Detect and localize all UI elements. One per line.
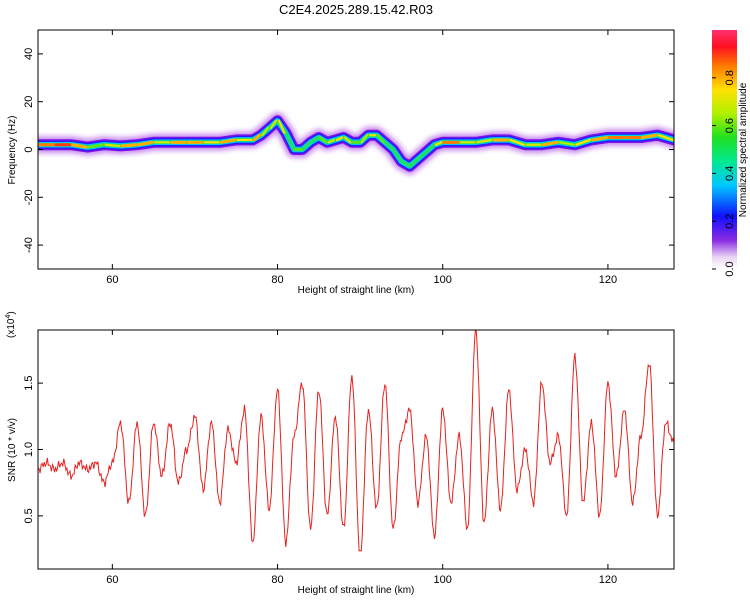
x-tick-label: 60	[106, 574, 118, 586]
spectrogram-panel: 60 80 100 120 -40 -20 0 20 40 Height of straigh…	[7, 29, 675, 296]
svg-text:(x104): (x104)	[5, 311, 17, 338]
ridge-amplitude-segment	[575, 138, 592, 146]
ridge-amplitude-segment	[277, 119, 286, 134]
ridge-amplitude-segment	[360, 134, 368, 144]
colorbar: 0.0 0.2 0.4 0.6 0.8 Normalized spectral ampl…	[712, 30, 749, 277]
ridge-amplitude-segment	[558, 141, 575, 146]
y-tick-label: 20	[23, 96, 35, 108]
x-tick-label: 120	[599, 574, 617, 586]
ridge-amplitude-segment	[219, 138, 237, 144]
ridge-amplitude-segment	[640, 133, 658, 140]
ridge-amplitude-segment	[591, 136, 608, 142]
ridge-amplitude-segment	[335, 136, 344, 142]
ridge-amplitude-segment	[319, 136, 327, 144]
ridge-amplitude-segment	[261, 126, 269, 137]
ridge-amplitude-segment	[657, 134, 674, 142]
ridge-amplitude-segment	[87, 143, 104, 149]
snr-y-axis-label: SNR (10 * v/v)	[7, 418, 18, 482]
spectrogram-y-ticks: -40 -20 0 20 40	[23, 48, 674, 253]
snr-multiplier-base: (x10	[6, 318, 17, 338]
x-tick-label: 100	[434, 574, 452, 586]
snr-multiplier-close: )	[6, 311, 17, 314]
ridge-amplitude-segment	[120, 143, 138, 148]
ridge-amplitude-segment	[269, 119, 278, 130]
colorbar-tick-label: 0.8	[724, 70, 736, 85]
spectrogram-x-axis-label: Height of straight line (km)	[298, 285, 415, 296]
x-tick-label: 80	[271, 574, 283, 586]
y-tick-label: -40	[23, 237, 35, 253]
spectrogram-y-axis-label: Frequency (Hz)	[7, 116, 18, 185]
snr-x-axis-label: Height of straight line (km)	[298, 585, 415, 596]
snr-y-ticks: 0.5 1.0 1.5	[23, 375, 674, 524]
chart-title: C2E4.2025.289.15.42.R03	[279, 2, 433, 17]
ridge-amplitude-segment	[104, 143, 121, 148]
spectrogram-x-ticks: 60 80 100 120	[106, 30, 617, 286]
ridge-amplitude-segment	[344, 136, 352, 144]
y-tick-label: 40	[23, 48, 35, 60]
y-tick-label: 1.0	[23, 442, 35, 457]
ridge-amplitude-segment	[252, 133, 262, 142]
colorbar-tick-label: 0.2	[724, 214, 736, 229]
colorbar-tick-label: 0.6	[724, 118, 736, 133]
snr-multiplier: (x104)	[5, 311, 17, 338]
ridge-amplitude-segment	[434, 141, 443, 146]
x-tick-label: 80	[271, 274, 283, 286]
y-tick-label: -20	[23, 189, 35, 205]
spectral-ridge	[38, 110, 674, 177]
ridge-amplitude-segment	[476, 138, 492, 144]
x-tick-label: 100	[434, 274, 452, 286]
ridge-amplitude-segment	[377, 134, 385, 144]
ridge-amplitude-segment	[71, 143, 88, 149]
colorbar-gradient	[712, 30, 737, 269]
y-tick-label: 1.5	[23, 375, 35, 390]
ridge-amplitude-segment	[509, 138, 525, 146]
ridge-amplitude-segment	[541, 140, 559, 147]
ridge-amplitude-segment	[137, 140, 154, 147]
snr-multiplier-exp: 4	[5, 315, 12, 319]
x-tick-label: 60	[106, 274, 118, 286]
snr-x-ticks: 60 80 100 120	[106, 330, 617, 586]
colorbar-tick-label: 0.0	[724, 261, 736, 276]
colorbar-ticks: 0.0 0.2 0.4 0.6 0.8	[712, 70, 736, 277]
y-tick-label: 0	[23, 146, 35, 152]
colorbar-label: Normalized spectral amplitude	[738, 82, 749, 217]
x-tick-label: 120	[599, 274, 617, 286]
snr-series-line	[38, 330, 674, 552]
snr-panel: 60 80 100 120 0.5 1.0 1.5 Height of straight …	[5, 311, 675, 596]
colorbar-tick-label: 0.4	[724, 166, 736, 181]
y-tick-label: 0.5	[23, 508, 35, 523]
ridge-amplitude-segment	[327, 138, 335, 144]
